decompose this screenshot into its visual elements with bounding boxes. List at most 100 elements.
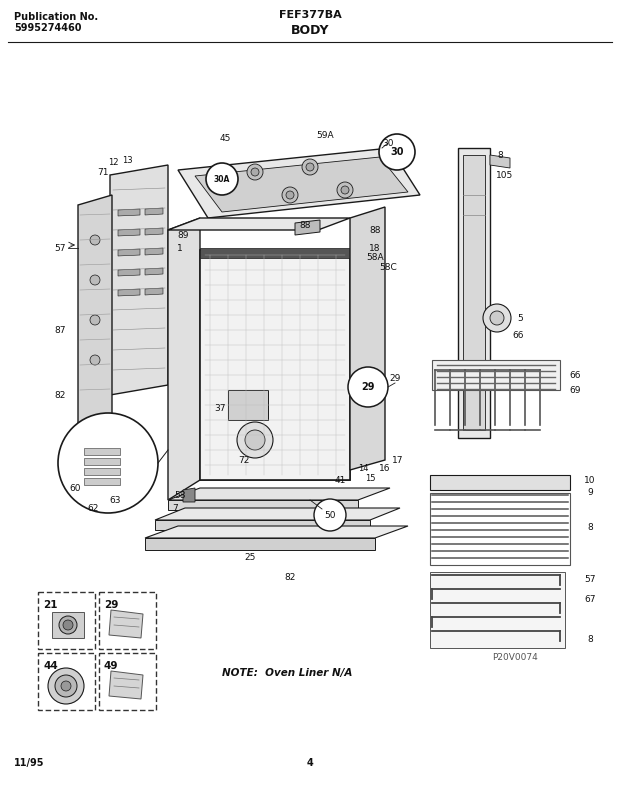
Circle shape [58,413,158,513]
Text: 88: 88 [370,226,381,234]
Text: 57: 57 [55,243,66,253]
Circle shape [483,304,511,332]
Text: 69: 69 [569,386,581,394]
Circle shape [314,499,346,531]
Text: 8: 8 [587,524,593,532]
Text: 18: 18 [370,243,381,253]
Text: 58A: 58A [366,253,384,262]
Circle shape [337,182,353,198]
Text: 57: 57 [584,576,596,584]
Polygon shape [145,268,163,275]
Text: P20V0074: P20V0074 [492,653,538,662]
Text: 7: 7 [172,504,178,512]
Polygon shape [145,208,163,215]
Circle shape [306,163,314,171]
Text: 66: 66 [569,371,581,379]
Text: 29: 29 [389,374,401,383]
Text: 30A: 30A [214,174,230,184]
Text: 30: 30 [390,147,404,157]
Circle shape [245,430,265,450]
Text: 5995274460: 5995274460 [14,23,81,33]
Polygon shape [195,157,408,212]
Text: 66: 66 [512,330,524,340]
Text: 59A: 59A [316,131,334,139]
Text: 88: 88 [299,220,311,230]
Polygon shape [84,458,120,465]
Polygon shape [183,488,195,502]
Circle shape [90,315,100,325]
Text: BODY: BODY [291,24,329,37]
Polygon shape [200,248,350,258]
Polygon shape [168,218,200,500]
Polygon shape [84,478,120,485]
Text: 17: 17 [392,455,404,464]
Circle shape [341,186,349,194]
Circle shape [237,422,273,458]
Circle shape [302,159,318,175]
Polygon shape [350,207,385,470]
Bar [99,592,156,649]
Polygon shape [84,448,120,455]
Text: 10: 10 [584,475,596,485]
Text: 11/95: 11/95 [14,758,45,768]
Text: 9: 9 [587,488,593,497]
Text: 21: 21 [43,600,58,610]
Text: 4: 4 [307,758,313,768]
Polygon shape [118,289,140,296]
Polygon shape [168,488,390,500]
Polygon shape [430,572,565,648]
Text: 62: 62 [87,504,99,512]
Text: 13: 13 [122,155,132,165]
Polygon shape [52,612,84,638]
Text: 25: 25 [244,554,255,562]
Polygon shape [109,671,143,699]
Polygon shape [145,228,163,235]
Bar [38,592,95,649]
Text: 8: 8 [587,635,593,645]
Circle shape [247,164,263,180]
Bar [99,653,156,710]
Text: 58C: 58C [379,264,397,272]
Polygon shape [168,500,358,510]
Polygon shape [168,218,350,230]
Text: 14: 14 [358,463,368,473]
Circle shape [90,355,100,365]
Text: 37: 37 [215,403,226,413]
Polygon shape [200,250,350,480]
Text: 67: 67 [584,596,596,604]
Polygon shape [145,526,408,538]
Text: Publication No.: Publication No. [14,12,98,22]
Circle shape [286,191,294,199]
Circle shape [48,668,84,704]
Text: 60: 60 [69,483,81,493]
Text: 1: 1 [177,243,183,253]
Polygon shape [145,248,163,255]
Polygon shape [295,220,320,235]
Text: 82: 82 [285,573,296,582]
Text: 29: 29 [361,382,374,392]
Polygon shape [118,229,140,236]
Polygon shape [145,538,375,550]
Circle shape [251,168,259,176]
Circle shape [63,620,73,630]
Text: 8: 8 [497,150,503,159]
Text: NOTE:  Oven Liner N/A: NOTE: Oven Liner N/A [222,668,352,678]
Text: 44: 44 [43,661,58,671]
Text: 89: 89 [177,230,188,239]
Text: 41: 41 [334,475,346,485]
Polygon shape [430,475,570,490]
Polygon shape [78,195,112,430]
Text: FEF377BA: FEF377BA [278,10,342,20]
Polygon shape [84,468,120,475]
Polygon shape [178,148,420,218]
Text: 82: 82 [55,390,66,399]
Polygon shape [110,165,168,395]
Polygon shape [200,250,350,480]
Polygon shape [118,249,140,256]
Circle shape [59,616,77,634]
Text: 30: 30 [383,139,394,147]
Text: 15: 15 [365,474,375,482]
Text: 12: 12 [108,158,118,166]
Text: 72: 72 [238,455,250,464]
Circle shape [348,367,388,407]
